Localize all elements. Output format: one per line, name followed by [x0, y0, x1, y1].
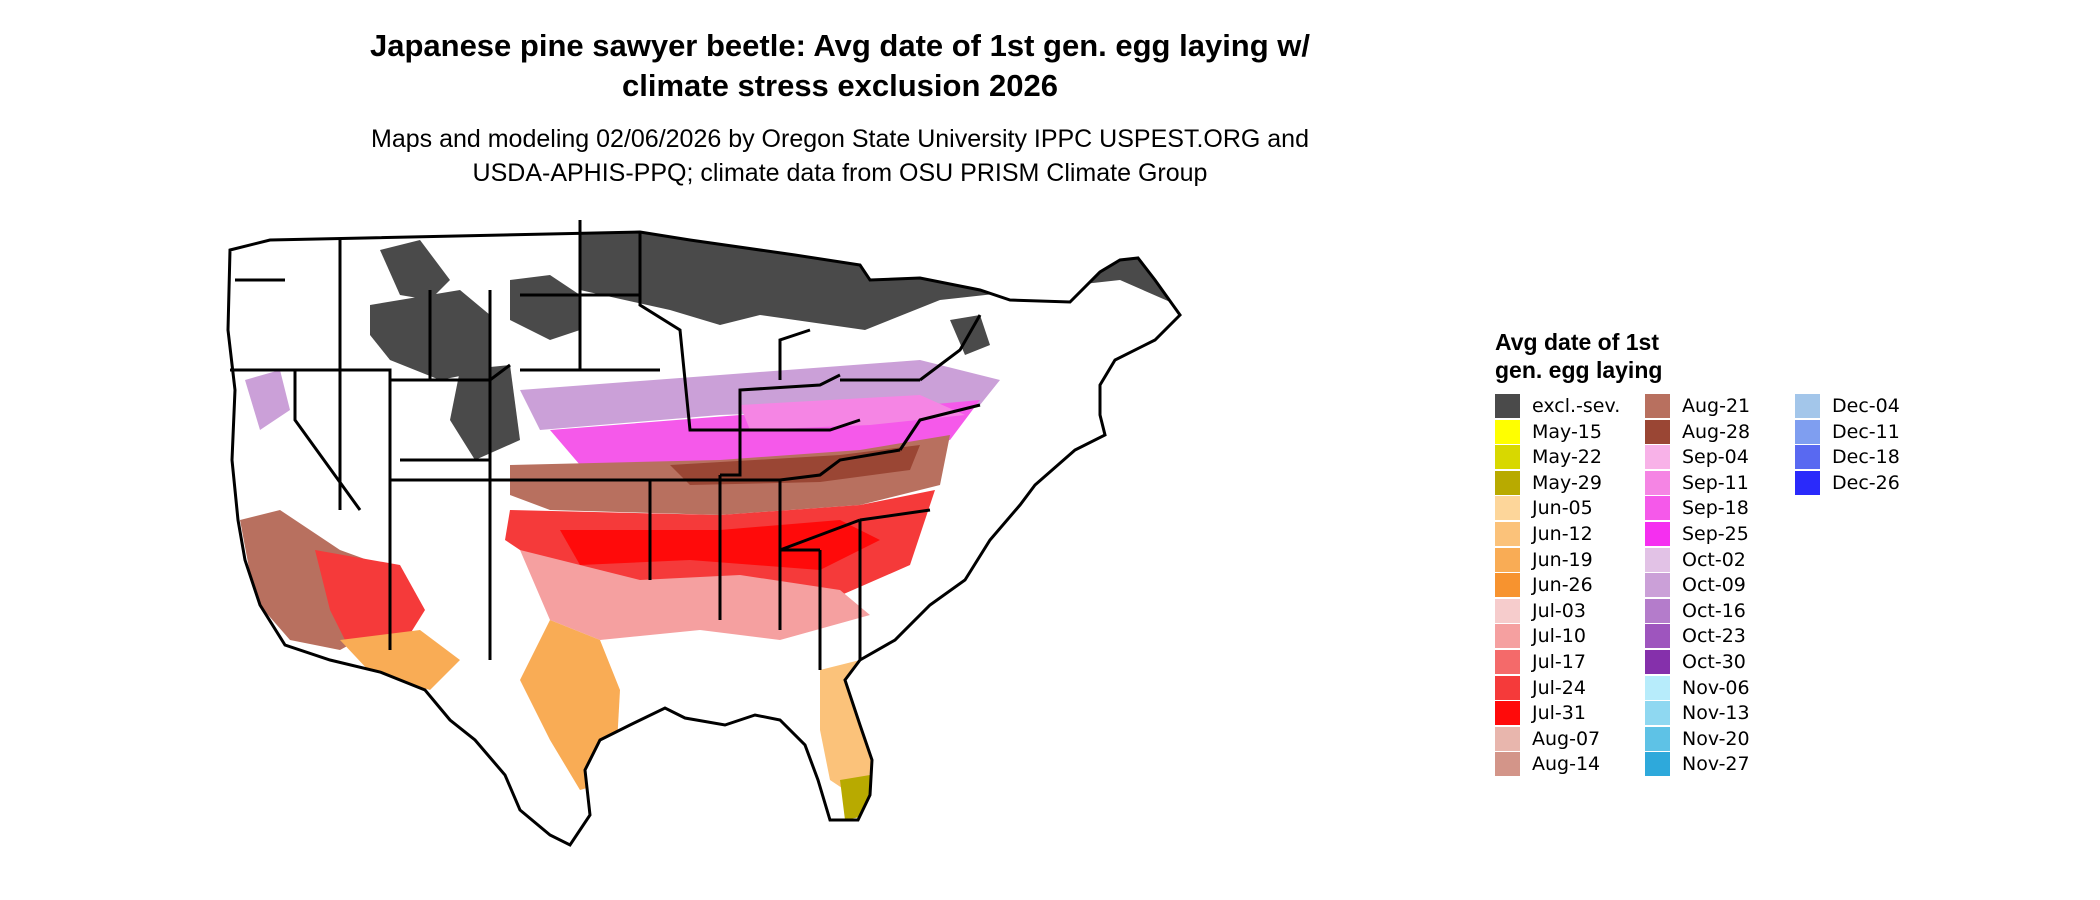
legend-label: Dec-11 — [1832, 420, 1900, 443]
legend-label: Nov-06 — [1682, 676, 1750, 699]
legend-swatch — [1495, 394, 1520, 418]
state-boundaries — [226, 220, 1182, 847]
legend-swatch — [1495, 573, 1520, 598]
map-title: Japanese pine sawyer beetle: Avg date of… — [260, 26, 1420, 106]
legend-swatch — [1495, 445, 1520, 470]
legend-swatch — [1495, 496, 1520, 521]
map-subtitle-line1: Maps and modeling 02/06/2026 by Oregon S… — [371, 125, 1309, 153]
legend-swatch — [1495, 701, 1520, 726]
legend-swatch — [1495, 522, 1520, 546]
legend-swatch — [1645, 496, 1670, 521]
legend-label: Sep-11 — [1682, 471, 1749, 494]
legend-swatch — [1495, 419, 1520, 444]
map-subtitle: Maps and modeling 02/06/2026 by Oregon S… — [260, 122, 1420, 190]
legend-label: Sep-18 — [1682, 497, 1749, 520]
map-subtitle-line2: USDA-APHIS-PPQ; climate data from OSU PR… — [472, 159, 1208, 187]
legend-label: Jul-10 — [1532, 625, 1586, 648]
legend-label: Jul-03 — [1532, 599, 1586, 622]
legend-swatch — [1645, 445, 1670, 470]
legend-swatch — [1795, 394, 1820, 418]
legend-label: excl.-sev. — [1532, 395, 1621, 417]
legend-label: Dec-04 — [1832, 395, 1900, 417]
legend-swatch — [1495, 726, 1520, 751]
legend-swatch — [1495, 752, 1520, 777]
legend-label: Jul-24 — [1532, 676, 1586, 699]
legend-swatch — [1645, 394, 1670, 418]
legend-label: Jun-26 — [1532, 574, 1593, 597]
legend-swatch — [1645, 726, 1670, 751]
legend-label: Oct-02 — [1682, 548, 1746, 571]
legend-swatch — [1495, 650, 1520, 674]
legend-label: Sep-25 — [1682, 523, 1749, 545]
legend-label: Aug-21 — [1682, 395, 1751, 417]
legend-label: Nov-13 — [1682, 702, 1750, 725]
legend-label: Aug-28 — [1682, 420, 1751, 443]
legend-label: May-29 — [1532, 471, 1602, 494]
legend: Avg date of 1st gen. egg laying excl.-se… — [1495, 328, 1900, 777]
legend-label: Nov-27 — [1682, 753, 1750, 776]
legend-swatch — [1495, 624, 1520, 649]
legend-swatch — [1645, 470, 1670, 495]
map-title-line2: climate stress exclusion 2026 — [622, 68, 1058, 103]
legend-swatch — [1495, 470, 1520, 495]
legend-swatch — [1645, 650, 1670, 674]
legend-label: Oct-16 — [1682, 599, 1746, 622]
legend-swatch — [1495, 675, 1520, 700]
map-title-line1: Japanese pine sawyer beetle: Avg date of… — [369, 28, 1311, 63]
legend-swatch — [1645, 573, 1670, 598]
legend-swatch — [1795, 419, 1820, 444]
legend-label: Jul-17 — [1532, 651, 1586, 673]
legend-label: Oct-09 — [1682, 574, 1746, 597]
legend-title-line2: gen. egg laying — [1495, 357, 1663, 383]
legend-label: Aug-14 — [1532, 753, 1601, 776]
legend-label: May-22 — [1532, 446, 1602, 469]
legend-label: May-15 — [1532, 420, 1602, 443]
legend-swatch — [1495, 598, 1520, 623]
legend-swatch — [1645, 547, 1670, 572]
legend-label: Sep-04 — [1682, 446, 1749, 469]
legend-label: Nov-20 — [1682, 727, 1750, 750]
legend-swatch — [1645, 752, 1670, 777]
legend-swatch — [1645, 522, 1670, 546]
us-map — [226, 220, 1182, 847]
legend-swatch — [1645, 675, 1670, 700]
legend-label: Dec-26 — [1832, 471, 1900, 494]
map-regions — [228, 232, 1180, 845]
legend-label: Oct-23 — [1682, 625, 1746, 648]
legend-label: Jun-12 — [1532, 523, 1593, 545]
legend-label: Aug-07 — [1532, 727, 1601, 750]
legend-swatch — [1645, 701, 1670, 726]
legend-label: Jun-19 — [1532, 548, 1593, 571]
legend-label: Jul-31 — [1532, 702, 1586, 725]
legend-swatch — [1795, 445, 1820, 470]
legend-label: Jun-05 — [1532, 497, 1593, 520]
legend-swatch — [1495, 547, 1520, 572]
legend-label: Oct-30 — [1682, 651, 1746, 673]
legend-swatch — [1645, 419, 1670, 444]
legend-title-line1: Avg date of 1st — [1495, 329, 1660, 355]
legend-swatch — [1795, 470, 1820, 495]
legend-swatch — [1645, 598, 1670, 623]
legend-swatch — [1645, 624, 1670, 649]
legend-label: Dec-18 — [1832, 446, 1900, 469]
legend-title: Avg date of 1st gen. egg laying — [1495, 328, 1755, 384]
